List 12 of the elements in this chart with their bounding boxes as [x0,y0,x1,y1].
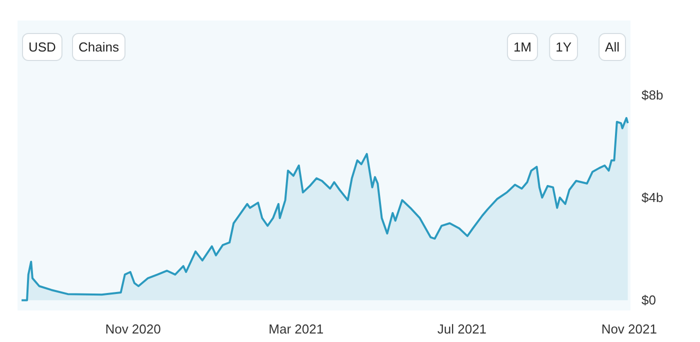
x-tick-label: Nov 2021 [601,322,657,336]
y-tick-label: $8b [642,87,664,102]
annotation: 1M [513,40,532,54]
annotation: USD [28,40,56,54]
x-tick-label: Jul 2021 [437,322,487,336]
annotation: All [605,40,620,54]
annotation: Chains [78,40,120,54]
x-tick-label: Nov 2020 [105,322,161,336]
x-tick-label: Mar 2021 [268,322,324,336]
y-tick-label: $4b [642,190,664,206]
annotation: 1Y [556,40,572,54]
y-tick-label: $0 [642,292,656,308]
